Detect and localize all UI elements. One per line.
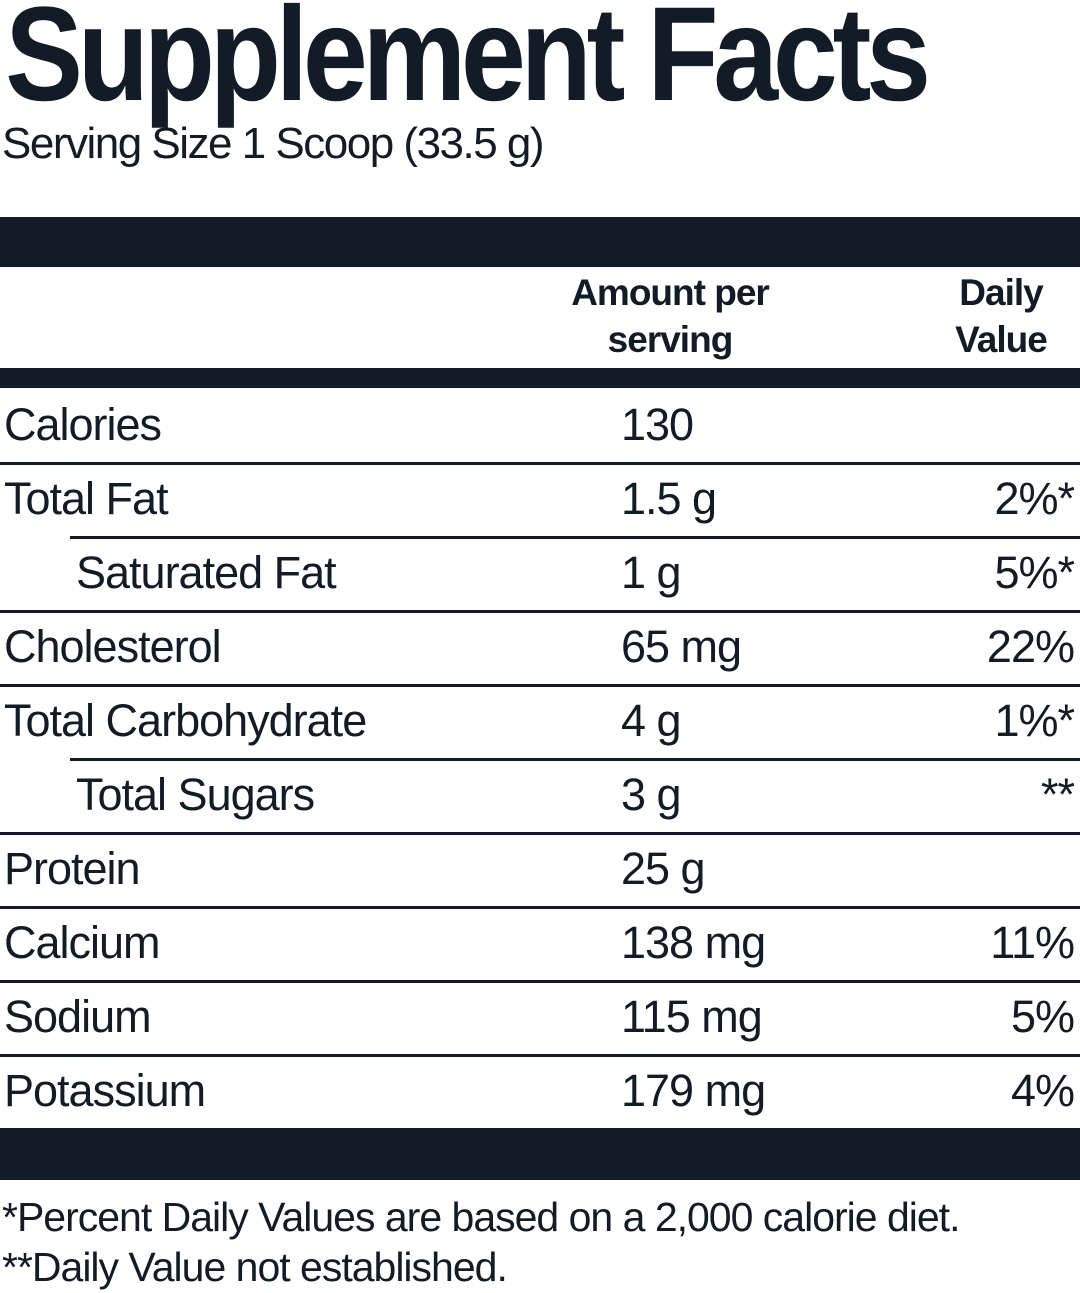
page-title: Supplement Facts — [5, 0, 931, 129]
nutrient-row-calories: Calories 130 — [0, 388, 1080, 462]
nutrient-row-saturated-fat: Saturated Fat 1 g 5%* — [0, 536, 1080, 610]
nutrient-amount: 1 g — [621, 547, 682, 598]
nutrient-label: Total Carbohydrate — [4, 695, 367, 746]
nutrient-label: Saturated Fat — [76, 547, 337, 598]
nutrient-daily-value: ** — [1040, 769, 1075, 820]
nutrient-daily-value: 2%* — [994, 473, 1075, 524]
nutrient-label: Protein — [4, 843, 141, 894]
serving-size-text: Serving Size 1 Scoop (33.5 g) — [2, 119, 545, 168]
column-header-row: Amount per serving % Daily Value — [0, 225, 1080, 368]
nutrient-amount: 1.5 g — [621, 473, 717, 524]
thick-divider-bar — [0, 368, 1080, 388]
nutrient-amount: 130 — [621, 399, 694, 450]
nutrient-row-total-fat: Total Fat 1.5 g 2%* — [0, 462, 1080, 536]
nutrient-amount: 179 mg — [621, 1065, 766, 1116]
nutrient-row-sodium: Sodium 115 mg 5% — [0, 980, 1080, 1054]
column-header-daily-value: % Daily Value — [955, 225, 1048, 360]
nutrient-table: Calories 130 Total Fat 1.5 g 2%* Saturat… — [0, 388, 1080, 1128]
nutrient-row-cholesterol: Cholesterol 65 mg 22% — [0, 610, 1080, 684]
footnote-daily-value-not-established: **Daily Value not established. — [2, 1244, 508, 1290]
nutrient-label: Calories — [4, 399, 162, 450]
nutrient-amount: 3 g — [621, 769, 682, 820]
nutrient-label: Sodium — [4, 991, 152, 1042]
nutrient-row-total-sugars: Total Sugars 3 g ** — [0, 758, 1080, 832]
nutrient-daily-value: 11% — [990, 917, 1075, 968]
label-masthead: Supplement Facts Serving Size 1 Scoop (3… — [0, 0, 1080, 217]
nutrient-label: Calcium — [4, 917, 161, 968]
nutrient-amount: 4 g — [621, 695, 682, 746]
nutrient-amount: 115 mg — [621, 991, 763, 1042]
top-divider-bar — [0, 217, 1080, 267]
nutrient-amount: 25 g — [621, 843, 706, 894]
nutrient-row-potassium: Potassium 179 mg 4% — [0, 1054, 1080, 1128]
bottom-divider-bar — [0, 1128, 1080, 1180]
nutrient-label: Total Sugars — [76, 769, 315, 820]
nutrient-daily-value: 4% — [1010, 1065, 1075, 1116]
nutrient-row-total-carbohydrate: Total Carbohydrate 4 g 1%* — [0, 684, 1080, 758]
nutrient-daily-value: 1%* — [994, 695, 1075, 746]
nutrient-label: Potassium — [4, 1065, 206, 1116]
nutrient-daily-value: 22% — [986, 621, 1075, 672]
footnotes: *Percent Daily Values are based on a 2,0… — [0, 1180, 1080, 1292]
nutrient-daily-value: 5%* — [994, 547, 1075, 598]
nutrient-daily-value: 5% — [1010, 991, 1075, 1042]
nutrient-label: Cholesterol — [4, 621, 222, 672]
nutrient-row-calcium: Calcium 138 mg 11% — [0, 906, 1080, 980]
column-header-amount: Amount per serving — [571, 272, 770, 360]
nutrient-label: Total Fat — [4, 473, 169, 524]
nutrient-amount: 65 mg — [621, 621, 742, 672]
footnote-percent-daily-values: *Percent Daily Values are based on a 2,0… — [2, 1194, 960, 1240]
nutrient-row-protein: Protein 25 g — [0, 832, 1080, 906]
nutrient-amount: 138 mg — [621, 917, 766, 968]
